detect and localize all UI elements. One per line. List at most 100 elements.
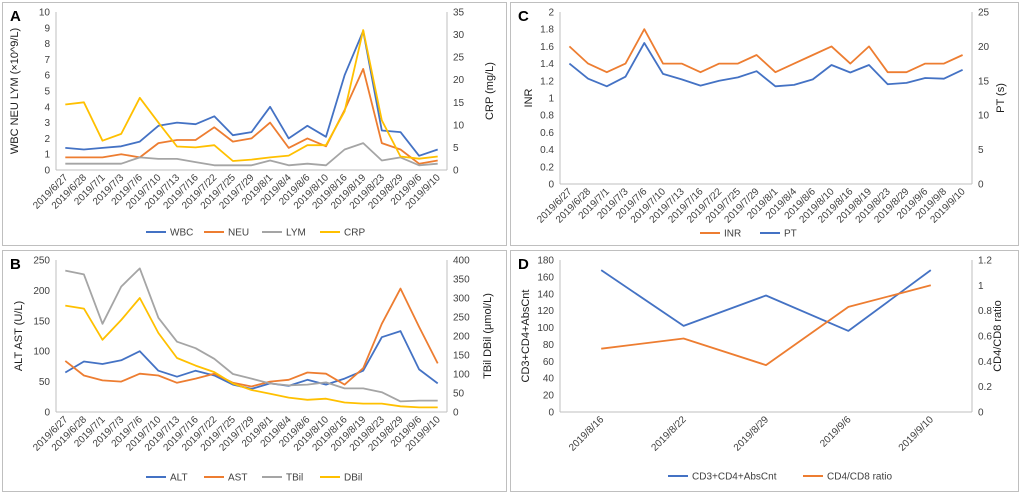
left-tick-label: 250 bbox=[33, 256, 50, 267]
right-tick-label: 50 bbox=[453, 389, 465, 400]
right-tick-label: 150 bbox=[453, 351, 470, 362]
series-line-alt bbox=[64, 330, 439, 390]
x-tick-label: 2019/8/16 bbox=[567, 414, 607, 454]
right-tick-label: 0 bbox=[453, 166, 459, 177]
legend-item: NEU bbox=[204, 228, 249, 239]
legend-item: TBil bbox=[262, 473, 303, 484]
right-tick-label: 250 bbox=[453, 313, 470, 324]
legend-label: WBC bbox=[170, 228, 193, 239]
panel-c: C00.20.40.60.811.21.41.61.820510152025IN… bbox=[510, 2, 1019, 246]
left-tick-label: 100 bbox=[33, 347, 50, 358]
legend-item: PT bbox=[760, 229, 797, 240]
right-axis-label: CD4/CD8 ratio bbox=[992, 300, 1004, 372]
right-tick-label: 300 bbox=[453, 294, 470, 305]
right-tick-label: 20 bbox=[453, 75, 465, 86]
left-tick-label: 8 bbox=[44, 39, 50, 50]
left-tick-label: 2 bbox=[548, 8, 554, 19]
left-tick-label: 150 bbox=[33, 316, 50, 327]
panel-b: B 0 50 100 150 200 250 0 50 100 150 200 250 300 350 400… bbox=[2, 250, 507, 492]
panel-letter: D bbox=[518, 256, 529, 273]
left-tick-label: 0 bbox=[548, 180, 554, 191]
left-tick-label: 7 bbox=[44, 55, 50, 66]
right-tick-label: 0 bbox=[978, 408, 984, 419]
x-tick-label: 2019/8/22 bbox=[649, 414, 689, 454]
left-axis-label: ALT AST (U/L) bbox=[13, 301, 25, 371]
x-tick-label: 2019/8/29 bbox=[732, 414, 772, 454]
right-axis-label: PT (s) bbox=[995, 83, 1007, 113]
legend-item: ALT bbox=[146, 473, 188, 484]
right-tick-label: 1.2 bbox=[978, 256, 992, 267]
right-axis-label: CRP (mg/L) bbox=[484, 62, 496, 120]
left-axis-label: WBC NEU LYM (×10^9/L) bbox=[9, 28, 21, 154]
right-tick-label: 25 bbox=[978, 8, 990, 19]
left-tick-label: 0 bbox=[44, 408, 50, 419]
left-tick-label: 20 bbox=[543, 391, 555, 402]
panel-border bbox=[510, 250, 1019, 492]
right-tick-label: 350 bbox=[453, 275, 470, 286]
series-line-dbil bbox=[65, 297, 438, 409]
left-tick-label: 160 bbox=[537, 272, 554, 283]
left-tick-label: 10 bbox=[39, 8, 51, 19]
legend-label: INR bbox=[724, 229, 741, 240]
left-tick-label: 80 bbox=[543, 340, 555, 351]
legend-label: LYM bbox=[286, 228, 306, 239]
panel-a: A 0 1 2 3 4 5 6 7 8 9 10 0 5 10 15 20 25 30 35 WBC NEU LYM (… bbox=[2, 2, 507, 246]
panel-letter: C bbox=[518, 8, 529, 25]
right-tick-label: 0 bbox=[453, 408, 459, 419]
panel-d: D 0 20 40 60 80 100 120 140 160 180 0 0.2 0.4 0.6 0.8 1 1… bbox=[510, 250, 1019, 492]
left-tick-label: 0.6 bbox=[540, 128, 554, 139]
right-tick-label: 5 bbox=[978, 145, 984, 156]
legend-item: DBil bbox=[320, 473, 362, 484]
panel-border bbox=[2, 250, 507, 492]
left-tick-label: 6 bbox=[44, 71, 50, 82]
legend-label: CD3+CD4+AbsCnt bbox=[692, 472, 777, 483]
left-tick-label: 1.4 bbox=[540, 59, 554, 70]
legend-label: TBil bbox=[286, 473, 303, 484]
right-tick-label: 0.2 bbox=[978, 382, 992, 393]
right-tick-label: 20 bbox=[978, 42, 990, 53]
left-tick-label: 60 bbox=[543, 357, 555, 368]
legend-item: WBC bbox=[146, 228, 193, 239]
legend-label: CD4/CD8 ratio bbox=[827, 472, 892, 483]
left-tick-label: 3 bbox=[44, 118, 50, 129]
series-line-pt bbox=[568, 42, 963, 88]
left-axis-label: INR bbox=[523, 88, 535, 107]
x-tick-label: 2019/9/10 bbox=[897, 414, 937, 454]
right-tick-label: 10 bbox=[978, 111, 990, 122]
left-tick-label: 1.6 bbox=[540, 42, 554, 53]
left-tick-label: 4 bbox=[44, 102, 50, 113]
legend-item: LYM bbox=[262, 228, 306, 239]
left-tick-label: 180 bbox=[537, 256, 554, 267]
legend-label: NEU bbox=[228, 228, 249, 239]
panel-border bbox=[510, 2, 1019, 246]
legend-label: AST bbox=[228, 473, 247, 484]
left-tick-label: 140 bbox=[537, 289, 554, 300]
right-tick-label: 0.8 bbox=[978, 306, 992, 317]
legend-item: AST bbox=[204, 473, 247, 484]
left-tick-label: 0.4 bbox=[540, 145, 554, 156]
right-tick-label: 200 bbox=[453, 332, 470, 343]
right-axis-label: TBil DBil (μmol/L) bbox=[482, 293, 494, 379]
right-tick-label: 0.4 bbox=[978, 357, 992, 368]
series-line-inr bbox=[568, 28, 963, 74]
left-tick-label: 200 bbox=[33, 286, 50, 297]
right-tick-label: 10 bbox=[453, 120, 465, 131]
series-line-ast bbox=[64, 287, 439, 388]
left-tick-label: 50 bbox=[39, 377, 51, 388]
right-tick-label: 25 bbox=[453, 53, 465, 64]
right-tick-label: 0.6 bbox=[978, 332, 992, 343]
legend-item: INR bbox=[700, 229, 741, 240]
left-tick-label: 0.2 bbox=[540, 162, 554, 173]
left-tick-label: 1 bbox=[548, 94, 554, 105]
right-tick-label: 15 bbox=[453, 98, 465, 109]
left-tick-label: 0.8 bbox=[540, 111, 554, 122]
left-tick-label: 9 bbox=[44, 23, 50, 34]
right-tick-label: 5 bbox=[453, 143, 459, 154]
legend-item: CD4/CD8 ratio bbox=[803, 472, 892, 483]
left-tick-label: 0 bbox=[548, 408, 554, 419]
right-tick-label: 1 bbox=[978, 281, 984, 292]
series-line-crp bbox=[65, 29, 438, 162]
legend-label: PT bbox=[784, 229, 797, 240]
legend-label: ALT bbox=[170, 473, 188, 484]
